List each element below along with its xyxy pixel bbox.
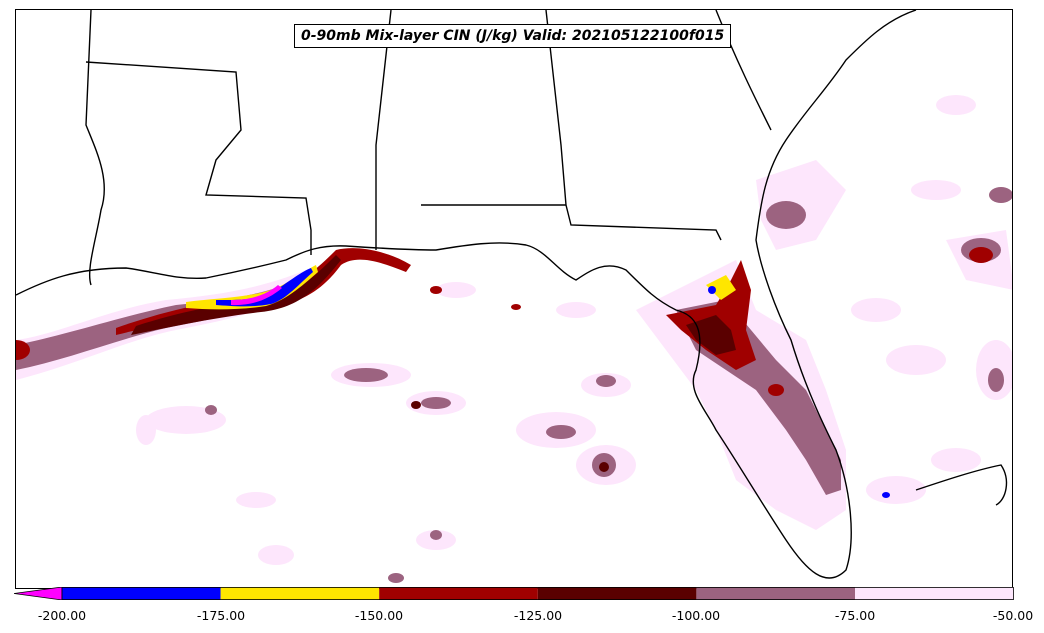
colorbar-extend-min bbox=[14, 587, 63, 600]
colorbar-segment-blue bbox=[62, 587, 221, 600]
colorbar-outline bbox=[61, 587, 1014, 600]
colorbar-tick-label: -125.00 bbox=[513, 608, 563, 623]
colorbar-tick-label: -100.00 bbox=[671, 608, 721, 623]
colorbar-tick-label: -175.00 bbox=[196, 608, 246, 623]
colorbar-tick-label: -200.00 bbox=[37, 608, 87, 623]
colorbar-segment-yellow bbox=[220, 587, 380, 600]
colorbar-tick-label: -50.00 bbox=[992, 608, 1034, 623]
geographic-boundaries bbox=[16, 10, 1008, 579]
colorbar-segment-darkred bbox=[537, 587, 697, 600]
colorbar-segment-mauve bbox=[696, 587, 855, 600]
cin-red-regions bbox=[16, 247, 993, 472]
map-title: 0-90mb Mix-layer CIN (J/kg) Valid: 20210… bbox=[294, 24, 732, 48]
colorbar-segment-lightpink bbox=[855, 587, 1014, 600]
cin-strong-regions bbox=[186, 265, 890, 498]
cin-light-regions bbox=[16, 95, 1012, 565]
colorbar-tick-label: -150.00 bbox=[354, 608, 404, 623]
map-panel: 0-90mb Mix-layer CIN (J/kg) Valid: 20210… bbox=[15, 9, 1013, 589]
colorbar bbox=[14, 587, 1014, 600]
colorbar-segment-red bbox=[379, 587, 538, 600]
cin-map bbox=[16, 10, 1012, 583]
cin-mauve-regions bbox=[16, 187, 1012, 583]
colorbar-tick-label: -75.00 bbox=[834, 608, 876, 623]
